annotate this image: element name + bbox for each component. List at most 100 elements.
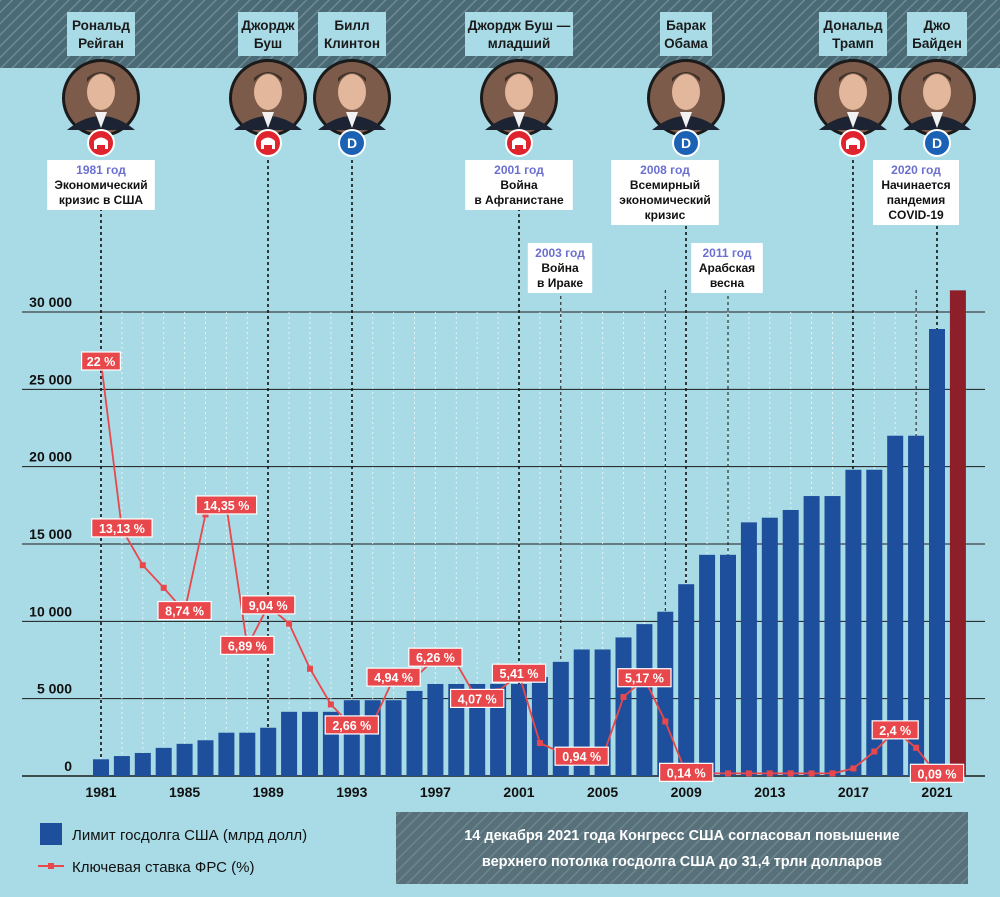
svg-text:Рейган: Рейган [78, 36, 124, 51]
debt-bar-1981 [93, 759, 109, 776]
svg-text:Джордж: Джордж [241, 18, 295, 33]
debt-bar-1987 [218, 732, 235, 776]
x-tick-label: 2005 [587, 784, 618, 800]
president-portrait [62, 59, 140, 137]
x-tick-label: 1985 [169, 784, 200, 800]
rate-label: 6,89 % [220, 635, 275, 655]
president-portrait [647, 59, 725, 137]
legend-line-marker [48, 863, 54, 869]
president-name: Барак Обама [660, 12, 712, 56]
debt-bar-1982 [113, 756, 130, 776]
rate-label: 0,94 % [554, 746, 609, 766]
x-tick-label: 1981 [85, 784, 116, 800]
rate-point-1983 [139, 562, 146, 569]
svg-text:2020 год: 2020 год [891, 163, 941, 177]
svg-text:2008 год: 2008 год [640, 163, 690, 177]
debt-bar-2016 [824, 496, 841, 776]
rate-label: 9,04 % [241, 595, 296, 615]
rate-line [100, 361, 958, 776]
debt-bar-2002 [531, 677, 548, 776]
y-tick-label: 30 000 [29, 294, 72, 310]
president-name: Джордж Буш [238, 12, 298, 56]
svg-text:14,35 %: 14,35 % [203, 499, 249, 513]
debt-bar-2018 [866, 469, 883, 776]
svg-text:Рональд: Рональд [72, 18, 130, 33]
rate-point-1984 [160, 584, 167, 591]
svg-text:кризис в США: кризис в США [59, 193, 143, 207]
svg-text:Билл: Билл [334, 18, 369, 33]
debt-bar-2017 [845, 469, 862, 776]
svg-text:D: D [681, 135, 691, 151]
debt-bar-1983 [134, 752, 151, 776]
y-tick-label: 20 000 [29, 449, 72, 465]
note-box: 14 декабря 2021 года Конгресс США соглас… [396, 812, 968, 884]
svg-text:Всемирный: Всемирный [630, 178, 700, 192]
svg-text:в Афганистане: в Афганистане [474, 193, 564, 207]
d-icon: D [672, 129, 700, 157]
rate-label: 2,66 % [324, 715, 380, 735]
svg-text:Клинтон: Клинтон [324, 36, 380, 51]
svg-text:8,74 %: 8,74 % [165, 605, 204, 619]
rate-point-1990 [286, 620, 293, 627]
elephant-icon [254, 129, 282, 157]
debt-bar-1995 [385, 700, 402, 776]
note-line-1: 14 декабря 2021 года Конгресс США соглас… [464, 828, 900, 844]
rate-point-2014 [787, 770, 794, 777]
rate-point-2015 [808, 770, 815, 777]
svg-text:Начинается: Начинается [881, 178, 950, 192]
svg-text:младший: младший [488, 36, 551, 51]
rate-point-2013 [766, 770, 773, 777]
president-name: Билл Клинтон [318, 12, 386, 56]
president-name: Дональд Трамп [819, 12, 887, 56]
debt-bar-2021 [929, 329, 945, 776]
x-tick-label: 2017 [838, 784, 869, 800]
rate-point-2016 [829, 770, 836, 777]
rate-point-2018 [871, 748, 878, 755]
debt-bar-2022 [949, 290, 966, 776]
debt-bar-2010 [699, 554, 716, 776]
x-tick-label: 1993 [336, 784, 367, 800]
y-tick-label: 25 000 [29, 371, 72, 387]
debt-bar-1990 [281, 711, 298, 776]
svg-text:Байден: Байден [912, 36, 962, 51]
rate-label: 2,4 % [871, 720, 919, 740]
rate-label: 4,07 % [450, 688, 505, 709]
debt-bar-2015 [803, 496, 820, 776]
debt-bar-1986 [197, 740, 214, 776]
svg-text:Трамп: Трамп [832, 36, 874, 51]
x-tick-label: 2021 [921, 784, 952, 800]
svg-text:Война: Война [541, 261, 579, 275]
svg-text:0,94 %: 0,94 % [562, 750, 601, 764]
debt-bar-2007 [636, 624, 653, 776]
rate-point-1992 [327, 701, 334, 708]
rate-label: 5,17 % [617, 668, 672, 688]
svg-text:6,26 %: 6,26 % [416, 651, 455, 665]
rate-label: 14,35 % [195, 495, 258, 515]
svg-text:Буш: Буш [254, 36, 282, 51]
rate-label: 6,26 % [408, 647, 463, 667]
svg-text:5,17 %: 5,17 % [625, 672, 664, 686]
legend: Лимит госдолга США (млрд долл) Ключевая … [38, 823, 307, 876]
rate-point-1991 [307, 665, 313, 672]
svg-text:0,09 %: 0,09 % [918, 767, 957, 781]
president-portrait [814, 59, 892, 137]
rate-point-2020 [913, 744, 920, 751]
debt-bar-1984 [155, 747, 172, 776]
svg-text:2,4 %: 2,4 % [879, 724, 911, 738]
svg-text:весна: весна [710, 276, 745, 290]
svg-text:Джордж Буш —: Джордж Буш — [468, 18, 571, 33]
svg-text:13,13 %: 13,13 % [99, 522, 145, 536]
debt-bar-2012 [740, 522, 757, 776]
debt-bar-2011 [720, 554, 736, 776]
rate-label: 8,74 % [157, 600, 212, 621]
svg-text:9,04 %: 9,04 % [249, 599, 288, 613]
y-tick-label: 15 000 [29, 526, 72, 542]
svg-text:кризис: кризис [645, 208, 686, 222]
rate-point-2017 [850, 765, 857, 772]
x-tick-label: 2001 [503, 784, 534, 800]
rate-label: 22 % [80, 351, 121, 371]
